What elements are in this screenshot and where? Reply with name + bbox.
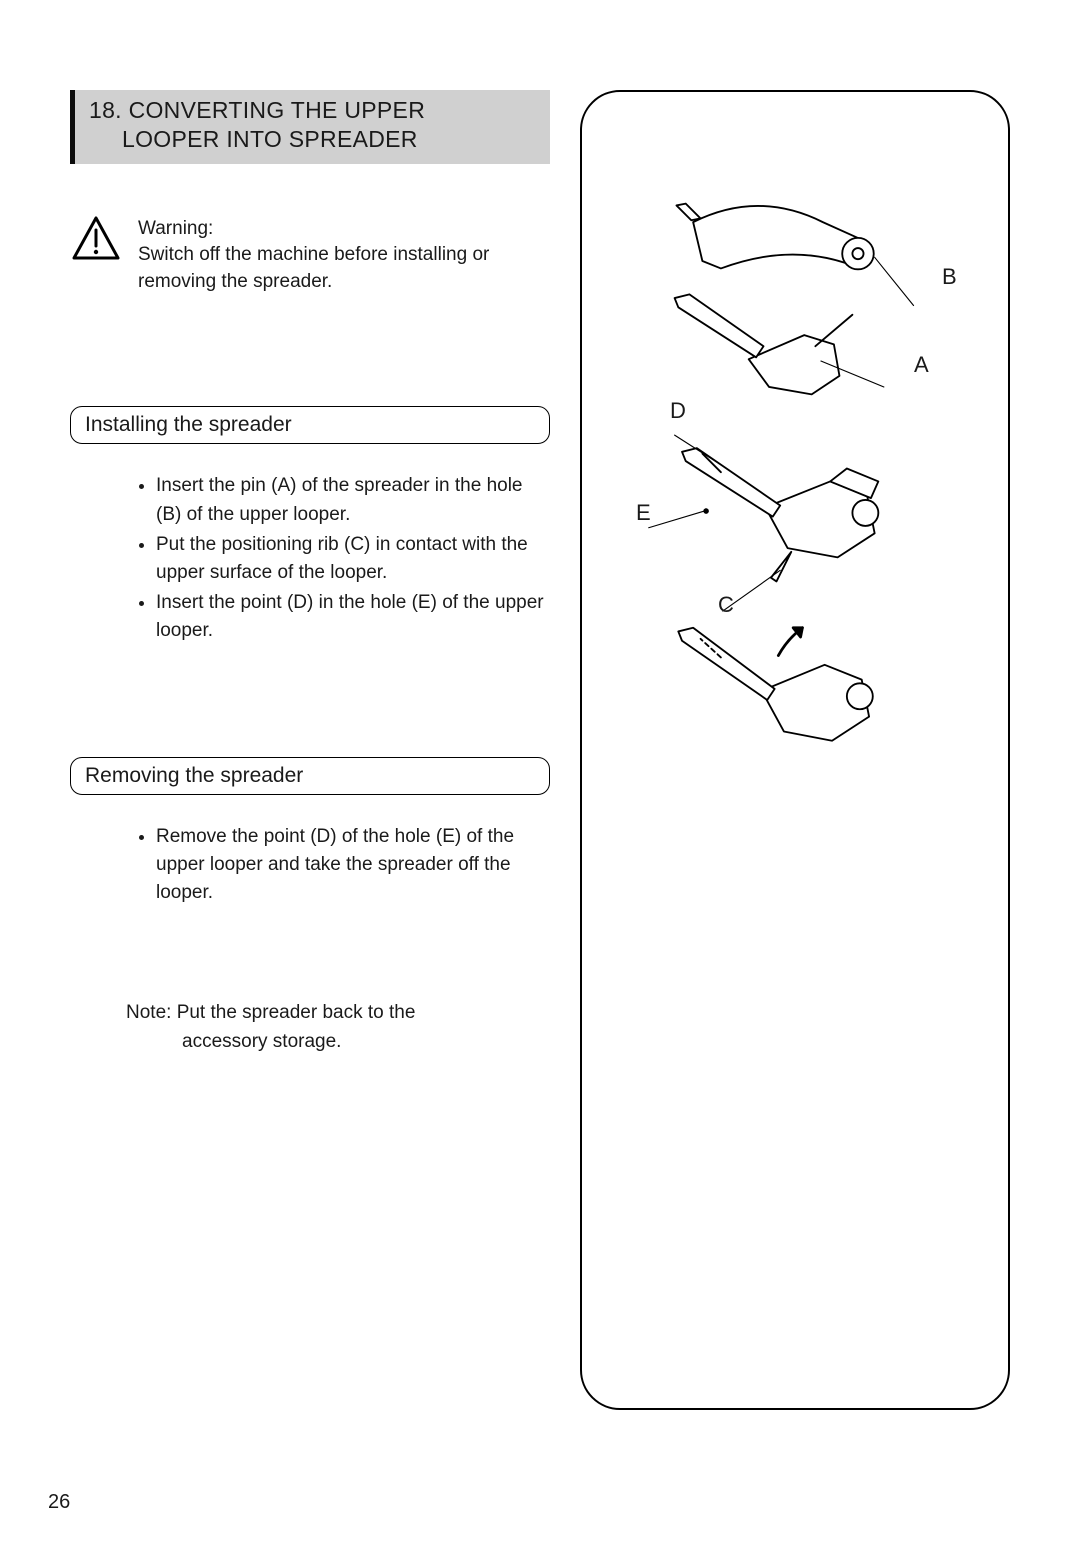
left-column: 18. CONVERTING THE UPPER LOOPER INTO SPR… xyxy=(70,90,550,1410)
page-number: 26 xyxy=(48,1491,70,1514)
list-item: Insert the point (D) in the hole (E) of … xyxy=(156,589,550,645)
warning-block: Warning: Switch off the machine before i… xyxy=(70,216,550,297)
warning-body: Switch off the machine before installing… xyxy=(138,244,489,292)
page-layout: 18. CONVERTING THE UPPER LOOPER INTO SPR… xyxy=(70,90,1010,1410)
title-line1: CONVERTING THE UPPER xyxy=(129,97,426,123)
diagram-label-b: B xyxy=(942,264,957,290)
note-line2: accessory storage. xyxy=(126,1031,341,1052)
install-steps: Insert the pin (A) of the spreader in th… xyxy=(70,472,550,647)
remove-steps: Remove the point (D) of the hole (E) of … xyxy=(70,823,550,909)
diagram-label-a: A xyxy=(914,352,929,378)
right-column: B A D E C xyxy=(580,90,1010,1410)
note-line1: Note: Put the spreader back to the xyxy=(126,1002,415,1023)
note-text: Note: Put the spreader back to the acces… xyxy=(70,999,550,1055)
section-title: 18. CONVERTING THE UPPER LOOPER INTO SPR… xyxy=(70,90,550,164)
diagram-panel: B A D E C xyxy=(580,90,1010,1410)
warning-text: Warning: Switch off the machine before i… xyxy=(138,216,550,297)
diagram-label-d: D xyxy=(670,398,686,424)
warning-icon xyxy=(72,216,120,260)
title-line2: LOOPER INTO SPREADER xyxy=(89,126,418,152)
diagram-label-e: E xyxy=(636,500,651,526)
list-item: Insert the pin (A) of the spreader in th… xyxy=(156,472,550,528)
title-number: 18. xyxy=(89,97,122,123)
subheading-remove: Removing the spreader xyxy=(70,757,550,795)
diagram-label-c: C xyxy=(718,592,734,618)
warning-label: Warning: xyxy=(138,218,213,239)
list-item: Put the positioning rib (C) in contact w… xyxy=(156,531,550,587)
list-item: Remove the point (D) of the hole (E) of … xyxy=(156,823,550,907)
subheading-install: Installing the spreader xyxy=(70,406,550,444)
